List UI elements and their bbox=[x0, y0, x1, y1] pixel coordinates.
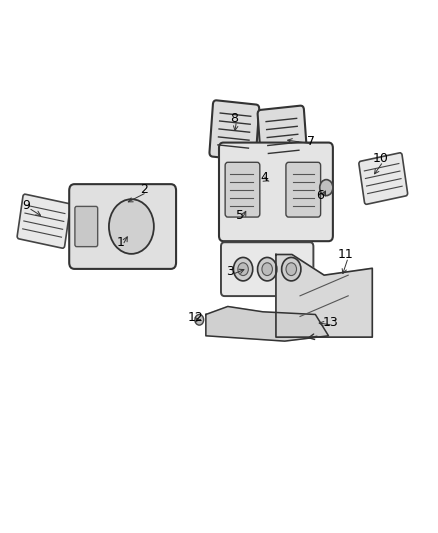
Text: 1: 1 bbox=[117, 236, 124, 249]
Circle shape bbox=[282, 257, 301, 281]
Circle shape bbox=[262, 263, 272, 276]
Text: 2: 2 bbox=[141, 183, 148, 196]
FancyBboxPatch shape bbox=[75, 206, 98, 247]
Text: 4: 4 bbox=[260, 171, 268, 184]
FancyBboxPatch shape bbox=[225, 162, 260, 217]
FancyBboxPatch shape bbox=[17, 194, 71, 248]
FancyBboxPatch shape bbox=[258, 106, 307, 166]
Polygon shape bbox=[276, 255, 372, 337]
FancyBboxPatch shape bbox=[221, 242, 314, 296]
Circle shape bbox=[195, 314, 204, 325]
Text: 11: 11 bbox=[338, 248, 354, 261]
FancyBboxPatch shape bbox=[359, 153, 408, 204]
Circle shape bbox=[258, 257, 277, 281]
FancyBboxPatch shape bbox=[69, 184, 176, 269]
Text: 13: 13 bbox=[323, 316, 339, 329]
Text: 8: 8 bbox=[230, 112, 238, 125]
FancyBboxPatch shape bbox=[219, 143, 333, 241]
Circle shape bbox=[109, 199, 154, 254]
Circle shape bbox=[233, 257, 253, 281]
FancyBboxPatch shape bbox=[209, 100, 259, 161]
Polygon shape bbox=[206, 306, 328, 341]
Circle shape bbox=[320, 180, 333, 196]
Text: 6: 6 bbox=[316, 189, 324, 202]
Circle shape bbox=[286, 263, 297, 276]
Circle shape bbox=[238, 263, 248, 276]
Text: 12: 12 bbox=[187, 311, 203, 324]
Text: 5: 5 bbox=[236, 209, 244, 222]
Text: 9: 9 bbox=[22, 199, 30, 212]
FancyBboxPatch shape bbox=[286, 162, 321, 217]
Text: 10: 10 bbox=[373, 152, 389, 165]
Text: 3: 3 bbox=[226, 265, 234, 278]
Text: 7: 7 bbox=[307, 135, 315, 148]
